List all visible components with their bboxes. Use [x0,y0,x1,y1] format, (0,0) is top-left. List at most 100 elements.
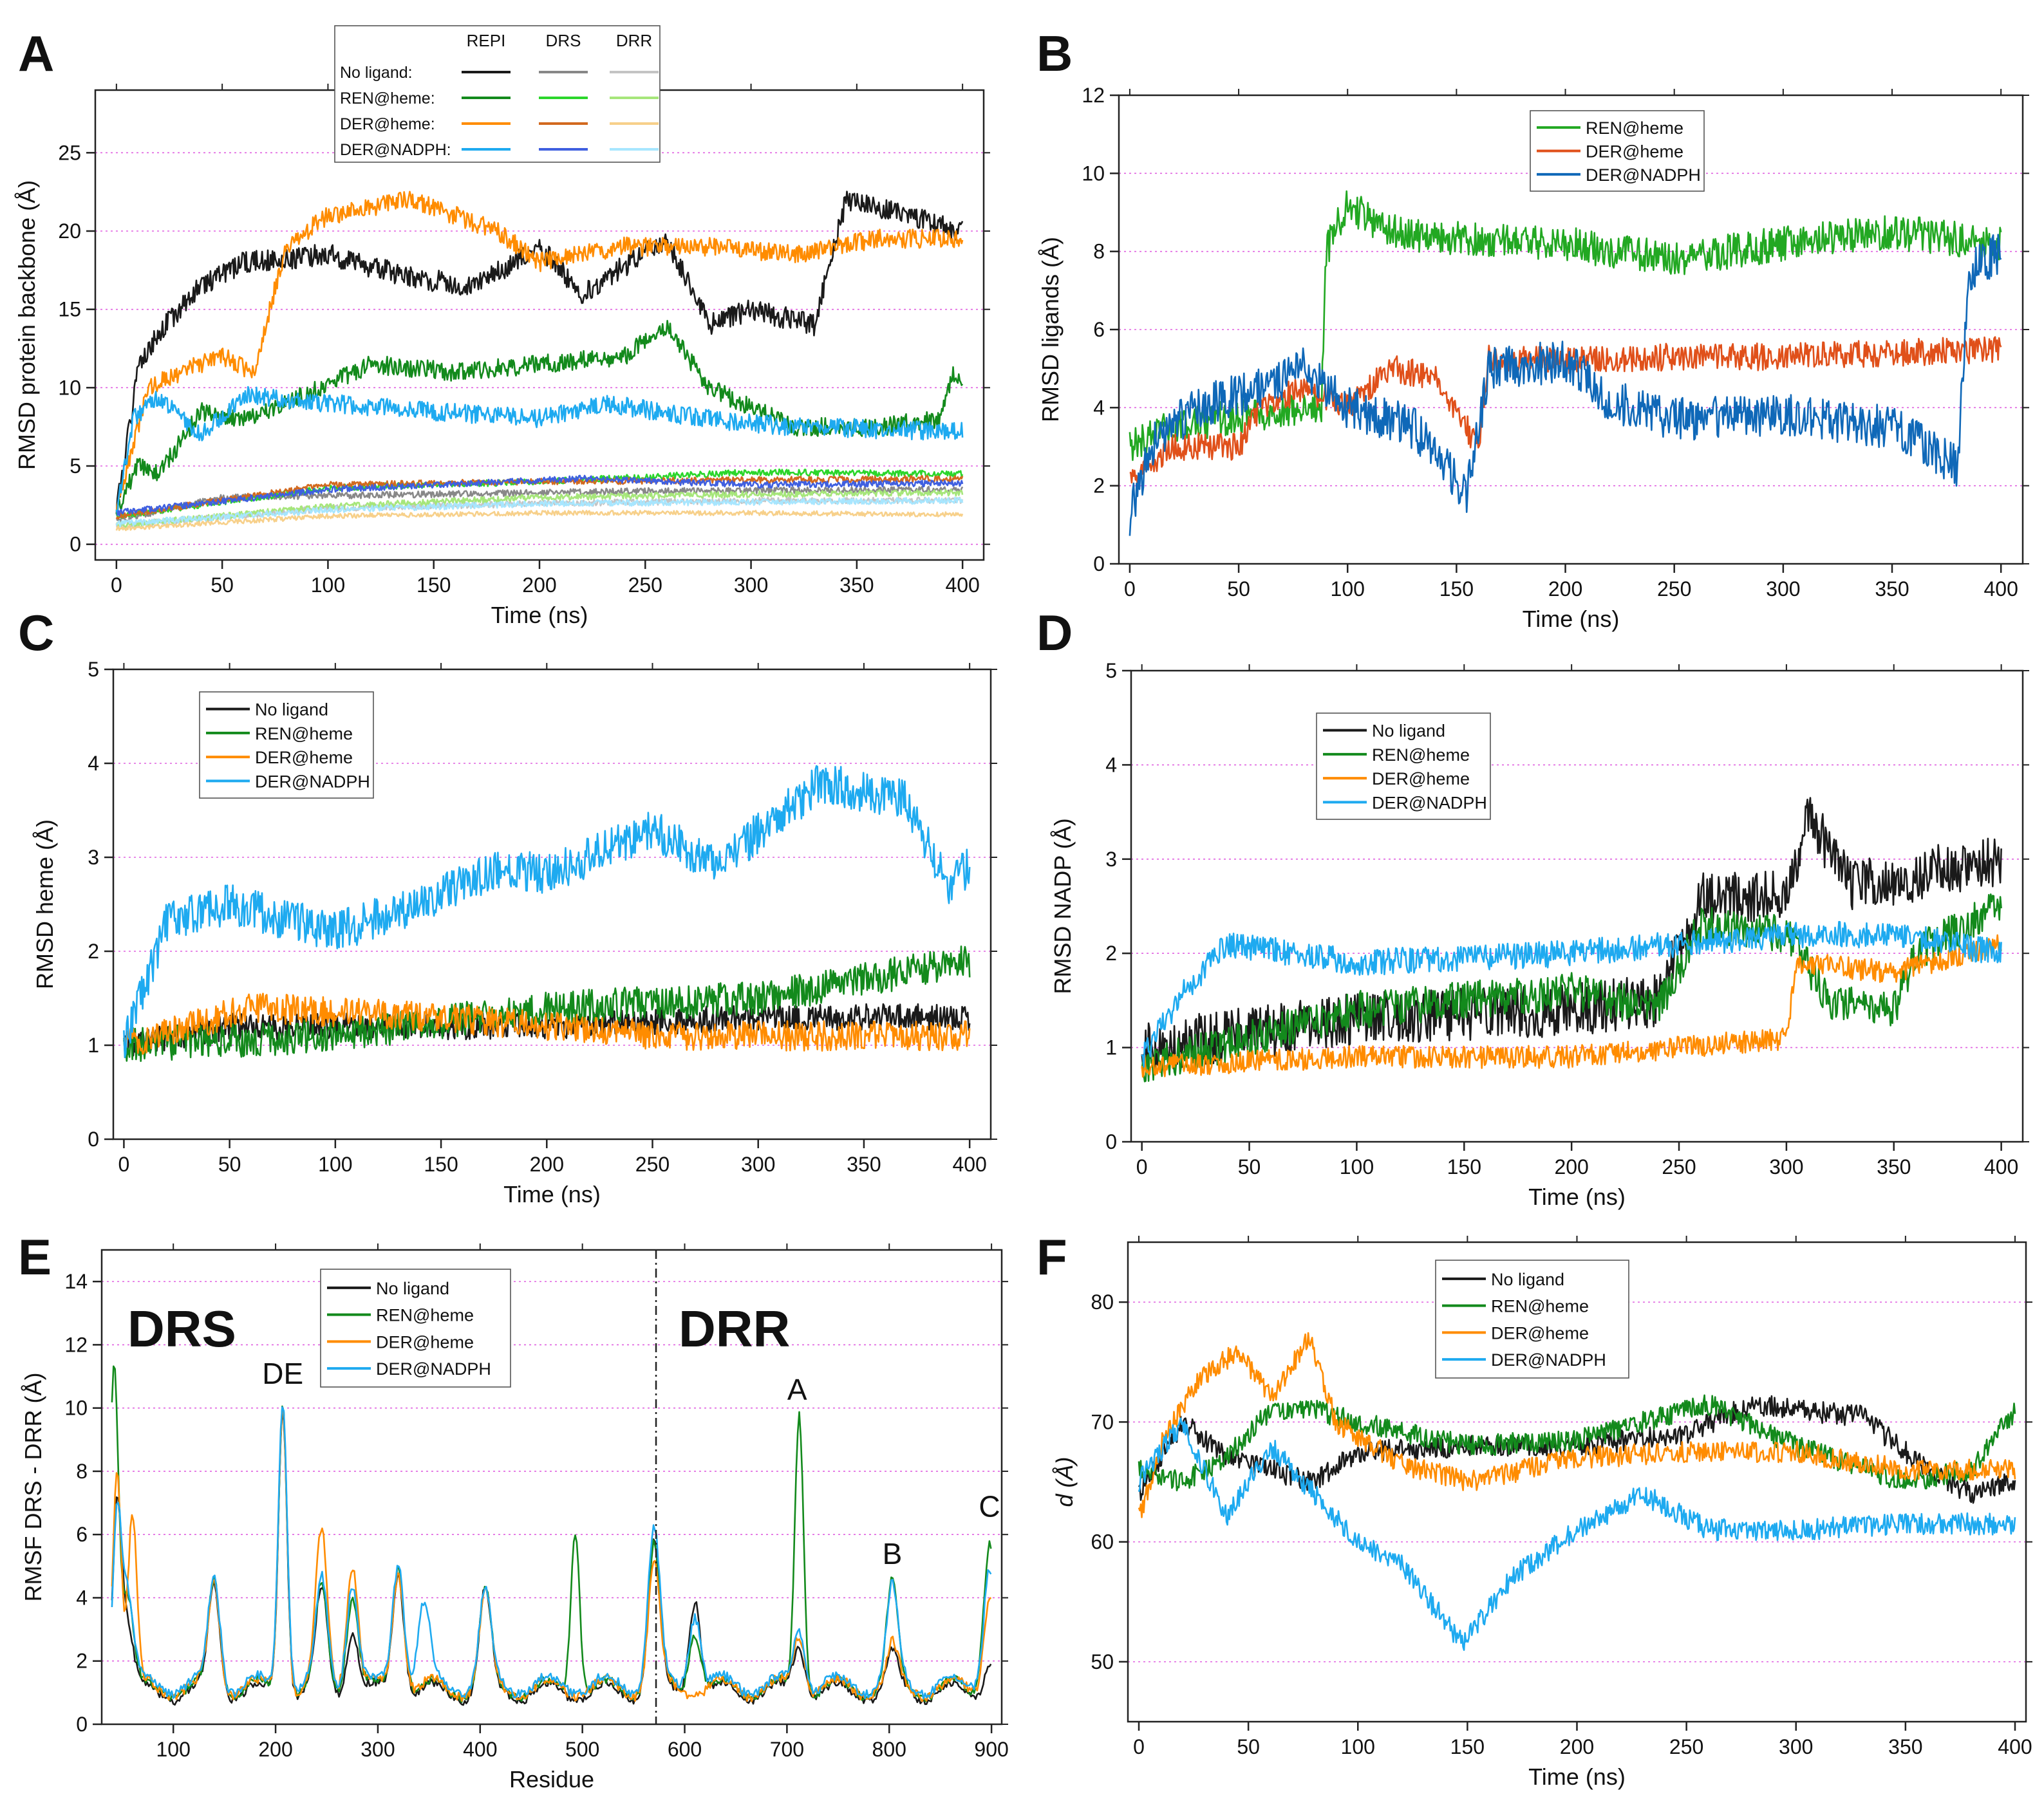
x-tick-label: 250 [628,573,662,597]
x-tick-label: 350 [847,1153,881,1176]
legend-label: No ligand [1372,721,1445,741]
x-tick-label: 350 [839,573,874,597]
peak-label: DE [262,1357,303,1390]
x-axis-label: Time (ns) [1528,1764,1626,1790]
x-tick-label: 300 [734,573,768,597]
x-tick-label: 400 [945,573,979,597]
x-tick-label: 200 [522,573,556,597]
y-tick-label: 0 [1105,1130,1117,1153]
series-group [1129,190,2002,536]
x-tick-label: 200 [1560,1735,1594,1758]
legend-label: DER@heme [1372,769,1470,788]
y-tick-label: 50 [1091,1650,1114,1673]
legend-label: No ligand: [340,64,413,82]
y-tick-label: 10 [1082,162,1105,185]
panel-a: A 0 50 100 150 200 250 300 350 400 0 5 10 15 20 25 Time … [14,25,990,628]
y-tick-label: 25 [58,141,81,164]
legend-label: DER@heme: [340,115,435,133]
legend-label: DER@NADPH [376,1359,491,1379]
y-tick-label: 5 [70,454,81,478]
legend-label: DER@NADPH [255,772,370,791]
x-tick-label: 0 [111,573,122,597]
x-tick-label: 700 [770,1738,804,1761]
legend-label: REN@heme [376,1306,474,1325]
panel-d: D 0 50 100 150 200 250 300 350 400 0 1 2 3 4 5 Time (ns)… [1036,604,2029,1210]
legend-label: DER@NADPH [1372,793,1487,812]
legend-column-header: DRS [546,31,581,50]
x-tick-label: 200 [530,1153,564,1176]
x-tick-label: 100 [1341,1735,1375,1758]
y-tick-label: 8 [76,1460,88,1483]
series-line-no-ligand-drr [115,496,964,530]
y-tick-label: 8 [1093,240,1105,263]
legend-label: DER@heme [376,1332,474,1352]
series-line-der-nadph-drr [115,496,964,528]
x-tick-label: 200 [1554,1155,1588,1178]
x-tick-label: 300 [1779,1735,1813,1758]
x-tick-label: 50 [1238,1155,1261,1178]
x-tick-label: 300 [1769,1155,1803,1178]
y-tick-label: 5 [88,658,99,681]
y-tick-label: 5 [1105,659,1117,682]
series-line-no-ligand-repi [115,191,964,514]
series-group [1138,1332,2016,1651]
legend-label: REN@heme [255,724,353,743]
legend-label: DER@NADPH [1586,165,1701,185]
y-tick-label: 2 [88,940,99,963]
x-tick-label: 0 [118,1153,130,1176]
legend-label: REN@heme [1586,118,1683,138]
x-tick-label: 250 [1662,1155,1696,1178]
legend-label: DER@NADPH: [340,141,451,159]
x-tick-label: 500 [565,1738,599,1761]
x-tick-label: 250 [635,1153,670,1176]
series-line-der-nadph [1138,1417,2016,1651]
y-axis-label: d (Å) [1051,1457,1078,1507]
panel-letter: B [1036,25,1073,82]
y-tick-label: 10 [58,376,81,399]
series-line-ren-heme-drr [116,489,964,528]
series-line-der-nadph [123,765,971,1059]
peak-label: A [787,1373,807,1406]
series-line-ren-heme-repi [115,320,964,516]
series-group [115,191,964,532]
series-line-der-nadph-drs [116,474,964,517]
y-tick-label: 60 [1091,1531,1114,1554]
y-tick-label: 0 [88,1128,99,1151]
x-tick-label: 200 [258,1738,292,1761]
x-tick-label: 250 [1657,577,1691,600]
x-tick-label: 150 [1450,1735,1485,1758]
series-line-no-ligand [1141,797,2002,1072]
x-tick-label: 50 [1237,1735,1260,1758]
x-tick-label: 400 [952,1153,986,1176]
series-group [1141,797,2002,1083]
y-axis-label: RMSD heme (Å) [32,819,58,989]
legend-label: REN@heme [1491,1297,1589,1316]
legend-label: No ligand [376,1279,449,1298]
x-tick-label: 150 [1439,577,1474,600]
y-tick-label: 15 [58,298,81,321]
panel-f: F 0 50 100 150 200 250 300 350 400 50 60 70 80 Time (n… [1036,1229,2032,1790]
peak-label: C [979,1490,1000,1523]
x-tick-label: 350 [1875,577,1909,600]
x-axis-label: Residue [509,1766,594,1792]
panel-e: E DRS DRR DE A B C 100 200 300 400 500 600 700 800 900 0… [18,1229,1009,1792]
x-tick-label: 100 [156,1738,191,1761]
x-tick-label: 350 [1877,1155,1911,1178]
x-tick-label: 400 [1998,1735,2032,1758]
x-tick-label: 0 [1133,1735,1145,1758]
x-tick-label: 150 [417,573,451,597]
y-tick-label: 70 [1091,1410,1114,1433]
series-line-der-heme-repi [115,191,964,512]
y-tick-label: 14 [64,1270,88,1293]
legend-label: REN@heme [1372,745,1470,765]
legend-label: No ligand [1491,1270,1564,1289]
y-tick-label: 0 [76,1713,88,1736]
y-tick-label: 2 [1105,942,1117,965]
plot-frame [112,668,992,1140]
peak-label: B [883,1537,903,1570]
y-tick-label: 4 [1093,396,1105,419]
x-tick-label: 50 [211,573,234,597]
x-tick-label: 50 [218,1153,241,1176]
x-tick-label: 350 [1888,1735,1922,1758]
